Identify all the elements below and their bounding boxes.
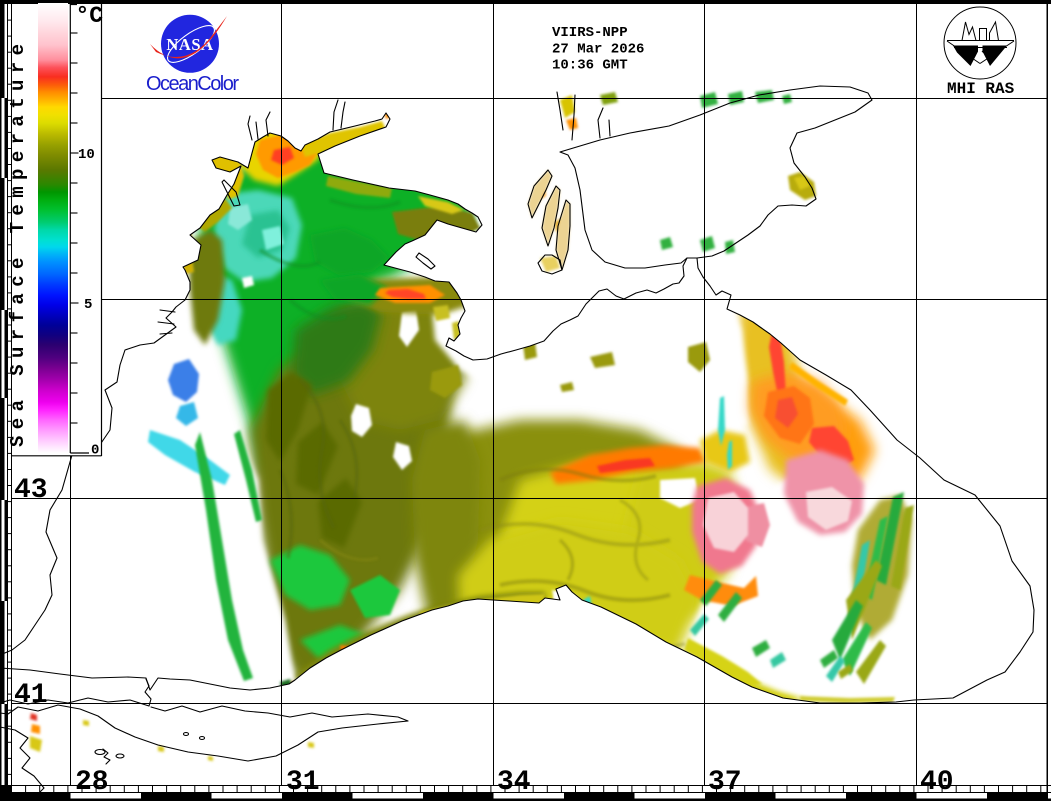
- svg-text:10: 10: [78, 147, 95, 163]
- svg-text:28: 28: [75, 767, 109, 798]
- svg-text:27 Mar 2026: 27 Mar 2026: [552, 42, 644, 58]
- svg-text:VIIRS-NPP: VIIRS-NPP: [552, 25, 628, 41]
- svg-text:0: 0: [91, 443, 99, 459]
- svg-text:43: 43: [14, 475, 48, 506]
- svg-text:NASA: NASA: [166, 35, 213, 54]
- svg-text:40: 40: [920, 767, 954, 798]
- svg-text:MHI RAS: MHI RAS: [947, 80, 1015, 98]
- svg-text:37: 37: [708, 767, 742, 798]
- svg-text:41: 41: [14, 680, 48, 711]
- svg-text:OceanColor: OceanColor: [146, 73, 239, 95]
- svg-text:31: 31: [286, 767, 320, 798]
- svg-text:5: 5: [84, 297, 92, 313]
- svg-text:34: 34: [497, 767, 531, 798]
- svg-text:Sea Surface Temperature: Sea Surface Temperature: [7, 38, 29, 447]
- svg-text:°C: °C: [76, 3, 104, 29]
- svg-text:10:36 GMT: 10:36 GMT: [552, 58, 628, 74]
